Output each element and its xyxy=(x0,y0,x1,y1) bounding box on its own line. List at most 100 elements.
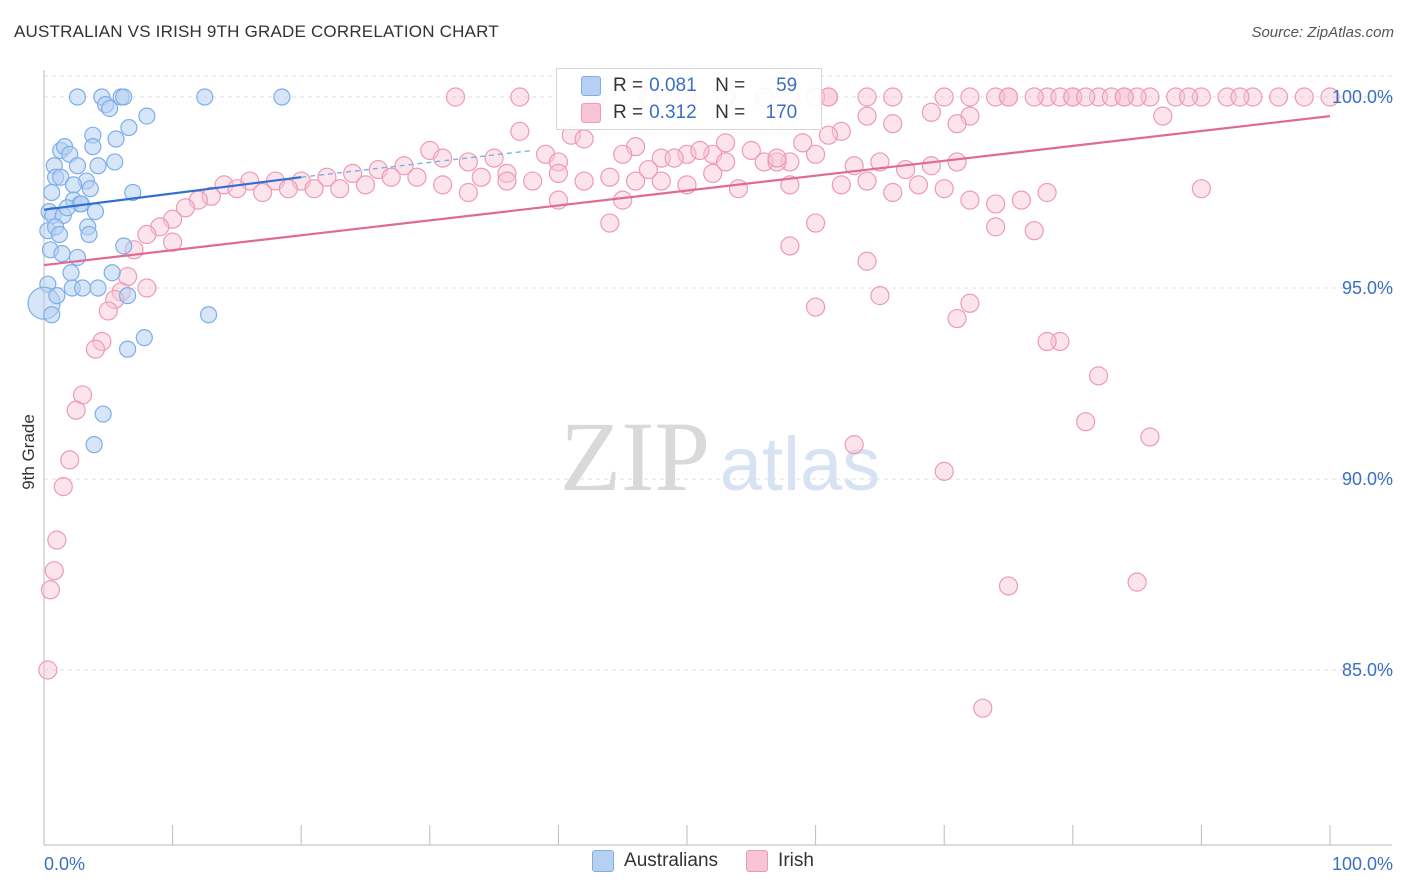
irish-point xyxy=(638,159,659,180)
x-tick-labels: 0.0% 100.0% xyxy=(44,854,1393,874)
irish-point xyxy=(947,152,967,172)
legend-item-australians[interactable]: Australians xyxy=(592,850,718,872)
x-tick-label-left: 0.0% xyxy=(44,854,85,874)
watermark-atlas: atlas xyxy=(720,422,881,507)
irish-point xyxy=(857,171,877,191)
legend-n-value: 59 xyxy=(776,75,798,96)
irish-point xyxy=(715,133,736,153)
irish-point xyxy=(960,87,980,107)
irish-point xyxy=(458,152,478,172)
irish-point xyxy=(66,400,86,420)
irish-point xyxy=(548,152,569,172)
irish-point xyxy=(793,133,813,153)
legend-r-label: R = xyxy=(613,102,644,123)
irish-point xyxy=(651,171,671,191)
legend-r-label: R = xyxy=(613,75,644,96)
irish-point xyxy=(484,148,504,168)
irish-point xyxy=(690,140,710,161)
legend-item-irish[interactable]: Irish xyxy=(746,850,814,872)
australians-point xyxy=(85,436,103,454)
irish-point xyxy=(355,175,376,195)
series-australians-points xyxy=(27,88,291,454)
irish-point xyxy=(934,461,954,481)
trend-lines xyxy=(43,115,1331,267)
australians-point xyxy=(89,157,107,175)
irish-point xyxy=(600,213,620,233)
australians-point xyxy=(52,168,70,186)
irish-point xyxy=(664,148,684,168)
irish-point xyxy=(1037,331,1057,352)
australians-point xyxy=(81,180,99,198)
irish-point xyxy=(857,251,877,271)
irish-point xyxy=(407,167,427,187)
australians-point xyxy=(94,405,112,423)
australians-point xyxy=(124,183,142,202)
irish-point xyxy=(510,87,530,107)
irish-point xyxy=(497,163,517,183)
stats-legend: R = 0.081 N = 59 R = 0.312 N = 170 xyxy=(556,68,822,130)
australians-point xyxy=(73,279,92,297)
australians-point xyxy=(118,340,137,358)
irish-point xyxy=(317,167,337,187)
australians-point xyxy=(196,88,214,106)
irish-point xyxy=(947,114,967,134)
source-label: Source: ZipAtlas.com xyxy=(1251,24,1394,41)
series-irish-points xyxy=(38,87,1340,718)
legend-n-value: 170 xyxy=(765,102,798,123)
chart-title: AUSTRALIAN VS IRISH 9TH GRADE CORRELATIO… xyxy=(14,22,499,41)
irish-point xyxy=(896,159,916,180)
australians-point xyxy=(200,306,218,324)
irish-point xyxy=(998,576,1019,596)
y-tick-label: 85.0% xyxy=(1342,660,1393,680)
irish-point xyxy=(600,167,620,187)
australians-point xyxy=(68,157,87,175)
irish-point xyxy=(934,87,954,107)
irish-point xyxy=(998,87,1019,107)
irish-point xyxy=(574,129,594,149)
watermark: ZIP atlas xyxy=(560,401,880,512)
irish-point xyxy=(1294,87,1314,107)
irish-point xyxy=(870,152,890,172)
irish-point xyxy=(857,87,877,107)
irish-point xyxy=(253,182,273,203)
irish-point xyxy=(53,477,73,497)
irish-point xyxy=(1230,87,1250,107)
irish-point xyxy=(870,286,890,306)
australians-point xyxy=(62,264,80,282)
australians-point xyxy=(138,107,156,125)
irish-point xyxy=(805,297,826,317)
irish-point xyxy=(1088,366,1109,386)
irish-point xyxy=(613,190,633,210)
australians-point xyxy=(89,279,107,297)
irish-point xyxy=(44,561,64,581)
irish-point xyxy=(883,182,903,203)
australians-point xyxy=(43,183,61,202)
australians-point xyxy=(120,118,138,137)
irish-point xyxy=(1037,182,1057,203)
irish-point xyxy=(908,175,929,195)
irish-point xyxy=(98,301,118,321)
australians-point xyxy=(115,88,133,106)
irish-point xyxy=(1076,87,1096,107)
legend-n-label: N = xyxy=(715,102,746,123)
legend-label-irish: Irish xyxy=(778,850,814,871)
irish-point xyxy=(986,217,1006,237)
australians-point xyxy=(48,287,66,305)
australians-point xyxy=(80,225,98,244)
irish-point xyxy=(844,435,864,455)
irish-point xyxy=(304,179,324,199)
irish-point xyxy=(1191,179,1212,199)
irish-point xyxy=(883,87,903,107)
irish-point xyxy=(934,179,954,199)
irish-point xyxy=(1178,87,1199,107)
legend-row-australians: R = 0.081 N = 59 xyxy=(581,73,797,99)
trend-line-australians-extension xyxy=(301,149,533,178)
irish-point xyxy=(677,144,697,164)
irish-point xyxy=(831,175,851,195)
legend-swatch-blue xyxy=(581,76,601,96)
irish-point xyxy=(278,179,298,199)
irish-point xyxy=(433,148,453,168)
irish-point xyxy=(780,175,800,195)
australians-point xyxy=(118,287,137,305)
irish-point xyxy=(343,163,363,183)
